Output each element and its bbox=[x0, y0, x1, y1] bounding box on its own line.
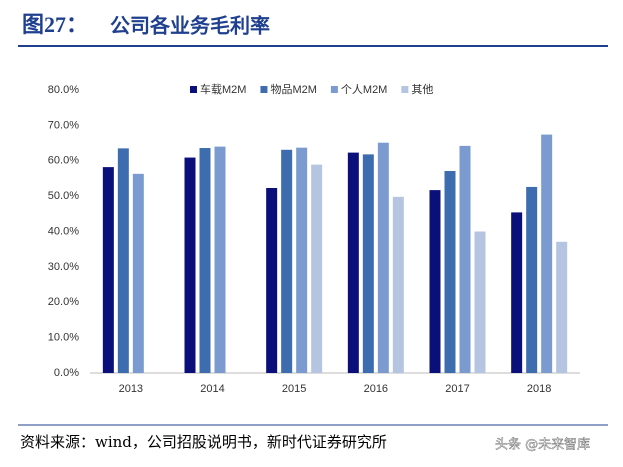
y-tick-label: 20.0% bbox=[48, 296, 79, 308]
y-tick-label: 70.0% bbox=[48, 119, 79, 131]
legend-label: 车载M2M bbox=[200, 82, 246, 96]
x-tick-label: 2014 bbox=[200, 383, 224, 395]
legend-swatch bbox=[260, 86, 268, 93]
x-tick-label: 2018 bbox=[527, 383, 551, 395]
y-tick-label: 0.0% bbox=[54, 367, 79, 379]
bar bbox=[296, 147, 308, 373]
watermark: 头条 @未来智库 bbox=[495, 437, 590, 453]
bar bbox=[199, 148, 211, 373]
bar bbox=[117, 148, 129, 373]
bar bbox=[347, 152, 359, 373]
bar bbox=[214, 146, 226, 373]
bar bbox=[377, 142, 389, 373]
bar bbox=[526, 186, 538, 373]
y-tick-label: 50.0% bbox=[48, 190, 79, 202]
bar bbox=[311, 164, 323, 373]
y-tick-label: 80.0% bbox=[48, 84, 79, 96]
y-tick-label: 40.0% bbox=[48, 225, 79, 237]
bar bbox=[511, 212, 523, 373]
legend-label: 物品M2M bbox=[270, 82, 316, 96]
source: 资料来源：wind，公司招股说明书，新时代证券研究所 bbox=[20, 433, 387, 451]
bar bbox=[429, 190, 441, 373]
x-tick-label: 2016 bbox=[364, 383, 388, 395]
legend-label: 个人M2M bbox=[341, 83, 387, 96]
bar bbox=[392, 196, 404, 373]
bar bbox=[132, 173, 144, 373]
x-tick-label: 2013 bbox=[119, 383, 143, 395]
bar bbox=[281, 149, 293, 373]
legend-swatch bbox=[330, 86, 338, 93]
bar bbox=[459, 145, 471, 373]
bar bbox=[556, 241, 568, 373]
bar bbox=[474, 231, 486, 373]
legend-label: 其他 bbox=[411, 83, 433, 96]
x-tick-label: 2017 bbox=[445, 383, 469, 395]
figure-title: 公司各业务毛利率 bbox=[110, 14, 270, 38]
bar bbox=[541, 134, 553, 373]
bar bbox=[266, 187, 278, 373]
y-tick-label: 10.0% bbox=[48, 332, 79, 344]
bar bbox=[102, 167, 114, 373]
bar bbox=[362, 154, 374, 373]
legend-swatch bbox=[190, 86, 197, 93]
legend-swatch bbox=[401, 86, 409, 93]
bar bbox=[444, 171, 456, 373]
y-tick-label: 30.0% bbox=[48, 261, 79, 273]
y-tick-label: 60.0% bbox=[48, 155, 79, 167]
x-tick-label: 2015 bbox=[282, 383, 306, 395]
figure-number: 图27： bbox=[22, 12, 88, 37]
bar bbox=[184, 157, 196, 373]
